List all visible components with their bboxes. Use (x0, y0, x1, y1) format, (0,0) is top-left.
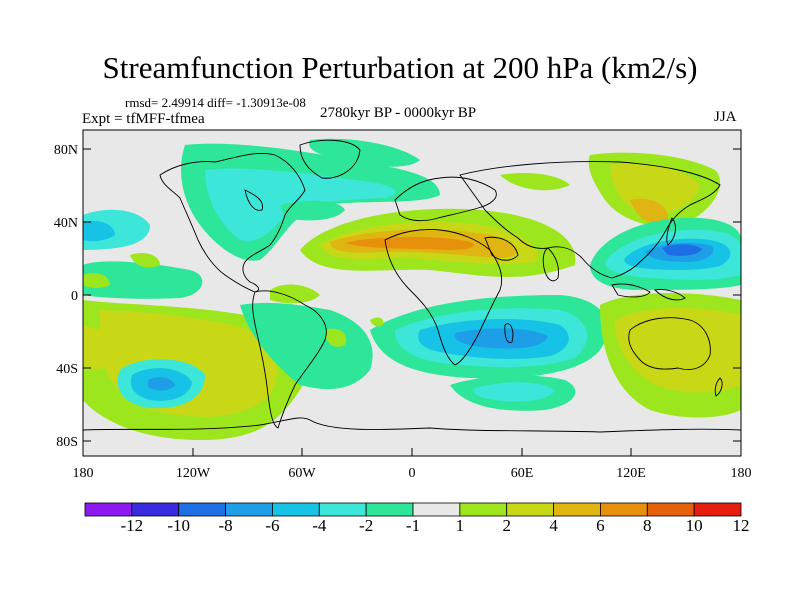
colorbar-label: -4 (312, 516, 327, 535)
lat-label: 40S (56, 362, 78, 377)
lat-labels: 80N 40N 0 40S 80S (54, 143, 78, 450)
colorbar-swatch (506, 502, 554, 517)
lat-label: 80N (54, 143, 78, 158)
colorbar-swatch (178, 502, 226, 517)
colorbar-swatch (412, 502, 461, 517)
lon-label: 60W (288, 466, 316, 481)
colorbar-swatch (225, 502, 273, 517)
colorbar-label: 6 (596, 516, 605, 535)
colorbar-label: 12 (732, 516, 750, 535)
colorbar-label: 2 (502, 516, 511, 535)
colorbar (84, 502, 742, 517)
colorbar-label: 10 (685, 516, 703, 535)
colorbar-swatch (459, 502, 508, 517)
colorbar-label: -6 (265, 516, 280, 535)
colorbar-swatch (131, 502, 180, 517)
period-label: 2780kyr BP - 0000kyr BP (320, 105, 477, 121)
colorbar-swatch (272, 502, 320, 517)
rmsd-stats: rmsd= 2.49914 diff= -1.30913e-08 (125, 95, 306, 110)
lat-label: 80S (56, 435, 78, 450)
lon-labels: 180 120W 60W 0 60E 120E 180 (73, 466, 752, 481)
colorbar-label: -1 (405, 516, 421, 535)
colorbar-label: -10 (167, 516, 191, 535)
colorbar-label: -8 (218, 516, 233, 535)
colorbar-label: 1 (455, 516, 465, 535)
colorbar-swatch (646, 502, 695, 517)
coastlines (83, 139, 741, 433)
colorbar-label: 8 (643, 516, 652, 535)
colorbar-swatch (600, 502, 648, 517)
lon-label: 180 (73, 466, 94, 481)
colorbar-label: -12 (120, 516, 144, 535)
lon-label: 180 (731, 466, 752, 481)
axis-ticks (82, 148, 742, 456)
colorbar-swatch (84, 502, 133, 517)
experiment-label: Expt = tfMFF-tfmea (82, 111, 205, 127)
lon-label: 60E (511, 466, 534, 481)
lon-label: 120W (176, 466, 211, 481)
lat-label: 0 (71, 289, 78, 304)
colorbar-swatch (365, 502, 414, 517)
colorbar-swatch (318, 502, 367, 517)
colorbar-swatch (553, 502, 601, 517)
season-label: JJA (714, 109, 737, 125)
lat-label: 40N (54, 216, 78, 231)
lon-label: 120E (616, 466, 646, 481)
lon-label: 0 (409, 466, 416, 481)
colorbar-swatch (693, 502, 742, 517)
colorbar-label: -2 (359, 516, 374, 535)
contour-field (83, 130, 741, 456)
map-title: Streamfunction Perturbation at 200 hPa (… (102, 50, 698, 85)
colorbar-label: 4 (549, 516, 558, 535)
